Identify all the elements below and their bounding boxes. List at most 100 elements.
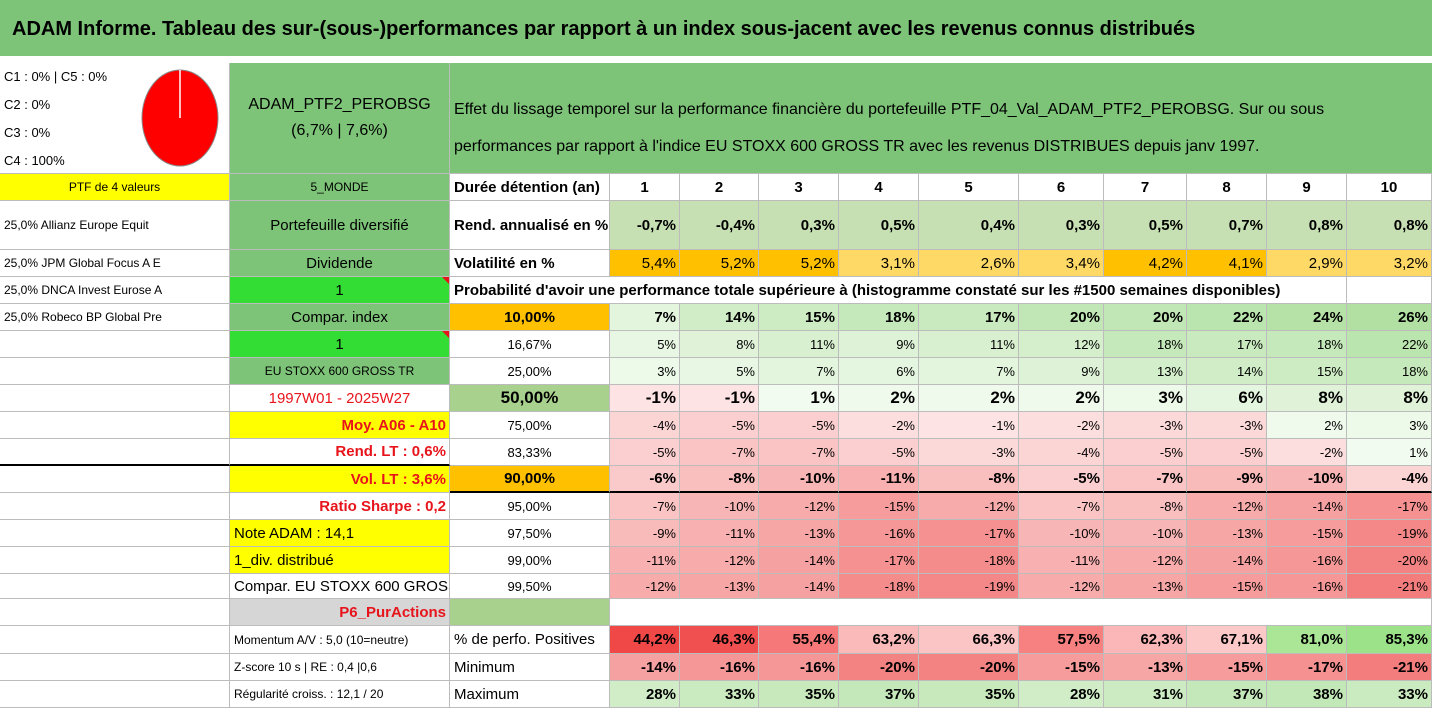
annual-return-cell: 0,5% [839,201,919,250]
positive-perf-label: % de perfo. Positives [450,626,610,654]
quantile-value: -1% [610,385,680,412]
minimum-cell: -16% [759,654,839,681]
empty-cell [0,385,230,412]
empty-cell [0,439,230,466]
quantile-value: 11% [919,331,1019,358]
year-header: 7 [1104,174,1187,201]
quantile-value: -8% [1104,493,1187,520]
quantile-value: -5% [610,439,680,466]
positive-perf-cell: 55,4% [759,626,839,654]
positive-perf-cell: 57,5% [1019,626,1104,654]
quantile-value: -5% [1187,439,1267,466]
report-title: ADAM Informe. Tableau des sur-(sous-)per… [0,0,1432,56]
quantile-value: 1% [759,385,839,412]
quantile-value: -17% [839,547,919,574]
quantile-value: -12% [610,574,680,599]
portfolio-header: ADAM_PTF2_PEROBSG (6,7% | 7,6%) [230,63,450,174]
quantile-value: -5% [1104,439,1187,466]
portfolio-returns: (6,7% | 7,6%) [291,122,388,139]
annual-return-cell: 0,3% [1019,201,1104,250]
empty-cell [0,520,230,547]
volatility-cell: 4,2% [1104,250,1187,277]
year-header: 2 [680,174,759,201]
positive-perf-cell: 46,3% [680,626,759,654]
description-line: Effet du lissage temporel sur la perform… [454,101,1325,118]
quantile-value: -14% [759,574,839,599]
legend-line: C2 : 0% [4,97,51,112]
average-label: Moy. A06 - A10 [230,412,450,439]
volatility-cell: 3,4% [1019,250,1104,277]
year-header: 1 [610,174,680,201]
quantile-value: 26% [1347,304,1432,331]
empty-cell [0,654,230,681]
quantile-value: -14% [1187,547,1267,574]
quantile-value: -20% [1347,547,1432,574]
quantile-value: 17% [919,304,1019,331]
quantile-value: -13% [680,574,759,599]
quantile-value: -18% [919,547,1019,574]
allocation-legend: C1 : 0% | C5 : 0% C2 : 0% C3 : 0% C4 : 1… [0,63,230,174]
volatility-label: Volatilité en % [450,250,610,277]
volatility-cell: 5,2% [759,250,839,277]
empty-cell [0,626,230,654]
quantile-value: 24% [1267,304,1347,331]
quantile-value: -9% [1187,466,1267,493]
maximum-label: Maximum [450,681,610,708]
quantile-value: -11% [1019,547,1104,574]
quantile-value: -2% [1267,439,1347,466]
minimum-label: Minimum [450,654,610,681]
quantile-value: -3% [919,439,1019,466]
maximum-cell: 38% [1267,681,1347,708]
annual-return-cell: 0,4% [919,201,1019,250]
quantile-label: 75,00% [450,412,610,439]
comment-marker [442,277,449,284]
comparison-label: Compar. EU STOXX 600 GROSS TR [230,574,450,599]
quantile-value: -1% [680,385,759,412]
holding-period-label: Durée détention (an) [450,174,610,201]
quantile-value: 17% [1187,331,1267,358]
year-header: 10 [1347,174,1432,201]
quantile-value: -5% [759,412,839,439]
quantile-value: -15% [1187,574,1267,599]
quantile-value: -4% [1019,439,1104,466]
quantile-value: -7% [759,439,839,466]
maximum-cell: 33% [1347,681,1432,708]
quantile-value: 2% [919,385,1019,412]
quantile-value: 3% [610,358,680,385]
maximum-cell: 35% [759,681,839,708]
quantile-value: -12% [680,547,759,574]
quantile-value: 15% [759,304,839,331]
quantile-value: -18% [839,574,919,599]
quantile-value: 6% [839,358,919,385]
legend-line: C4 : 100% [4,153,65,168]
year-header: 6 [1019,174,1104,201]
quantile-value: -13% [1187,520,1267,547]
quantile-label: 10,00% [450,304,610,331]
minimum-cell: -14% [610,654,680,681]
return-label: Rend. annualisé en % [450,201,610,250]
empty-cell [0,599,230,626]
sharpe-ratio: Ratio Sharpe : 0,2 [230,493,450,520]
quantile-value: -10% [1019,520,1104,547]
description-line: performances par rapport à l'indice EU S… [454,138,1260,155]
index-name: EU STOXX 600 GROSS TR [230,358,450,385]
legend-line: C3 : 0% [4,125,51,140]
empty-cell [0,681,230,708]
volatility-cell: 5,2% [680,250,759,277]
quantile-value: -7% [1019,493,1104,520]
quantile-label: 99,00% [450,547,610,574]
positive-perf-cell: 62,3% [1104,626,1187,654]
minimum-cell: -21% [1347,654,1432,681]
minimum-cell: -17% [1267,654,1347,681]
quantile-value: 7% [759,358,839,385]
category-label: P6_PurActions [230,599,450,626]
quantile-value: -4% [1347,466,1432,493]
quantile-value: -4% [610,412,680,439]
empty-cell [0,331,230,358]
zscore-label: Z-score 10 s | RE : 0,4 |0,6 [230,654,450,681]
quantile-value: 2% [839,385,919,412]
quantile-value: -7% [1104,466,1187,493]
quantile-value: 22% [1187,304,1267,331]
quantile-value: 13% [1104,358,1187,385]
quantile-value: 15% [1267,358,1347,385]
